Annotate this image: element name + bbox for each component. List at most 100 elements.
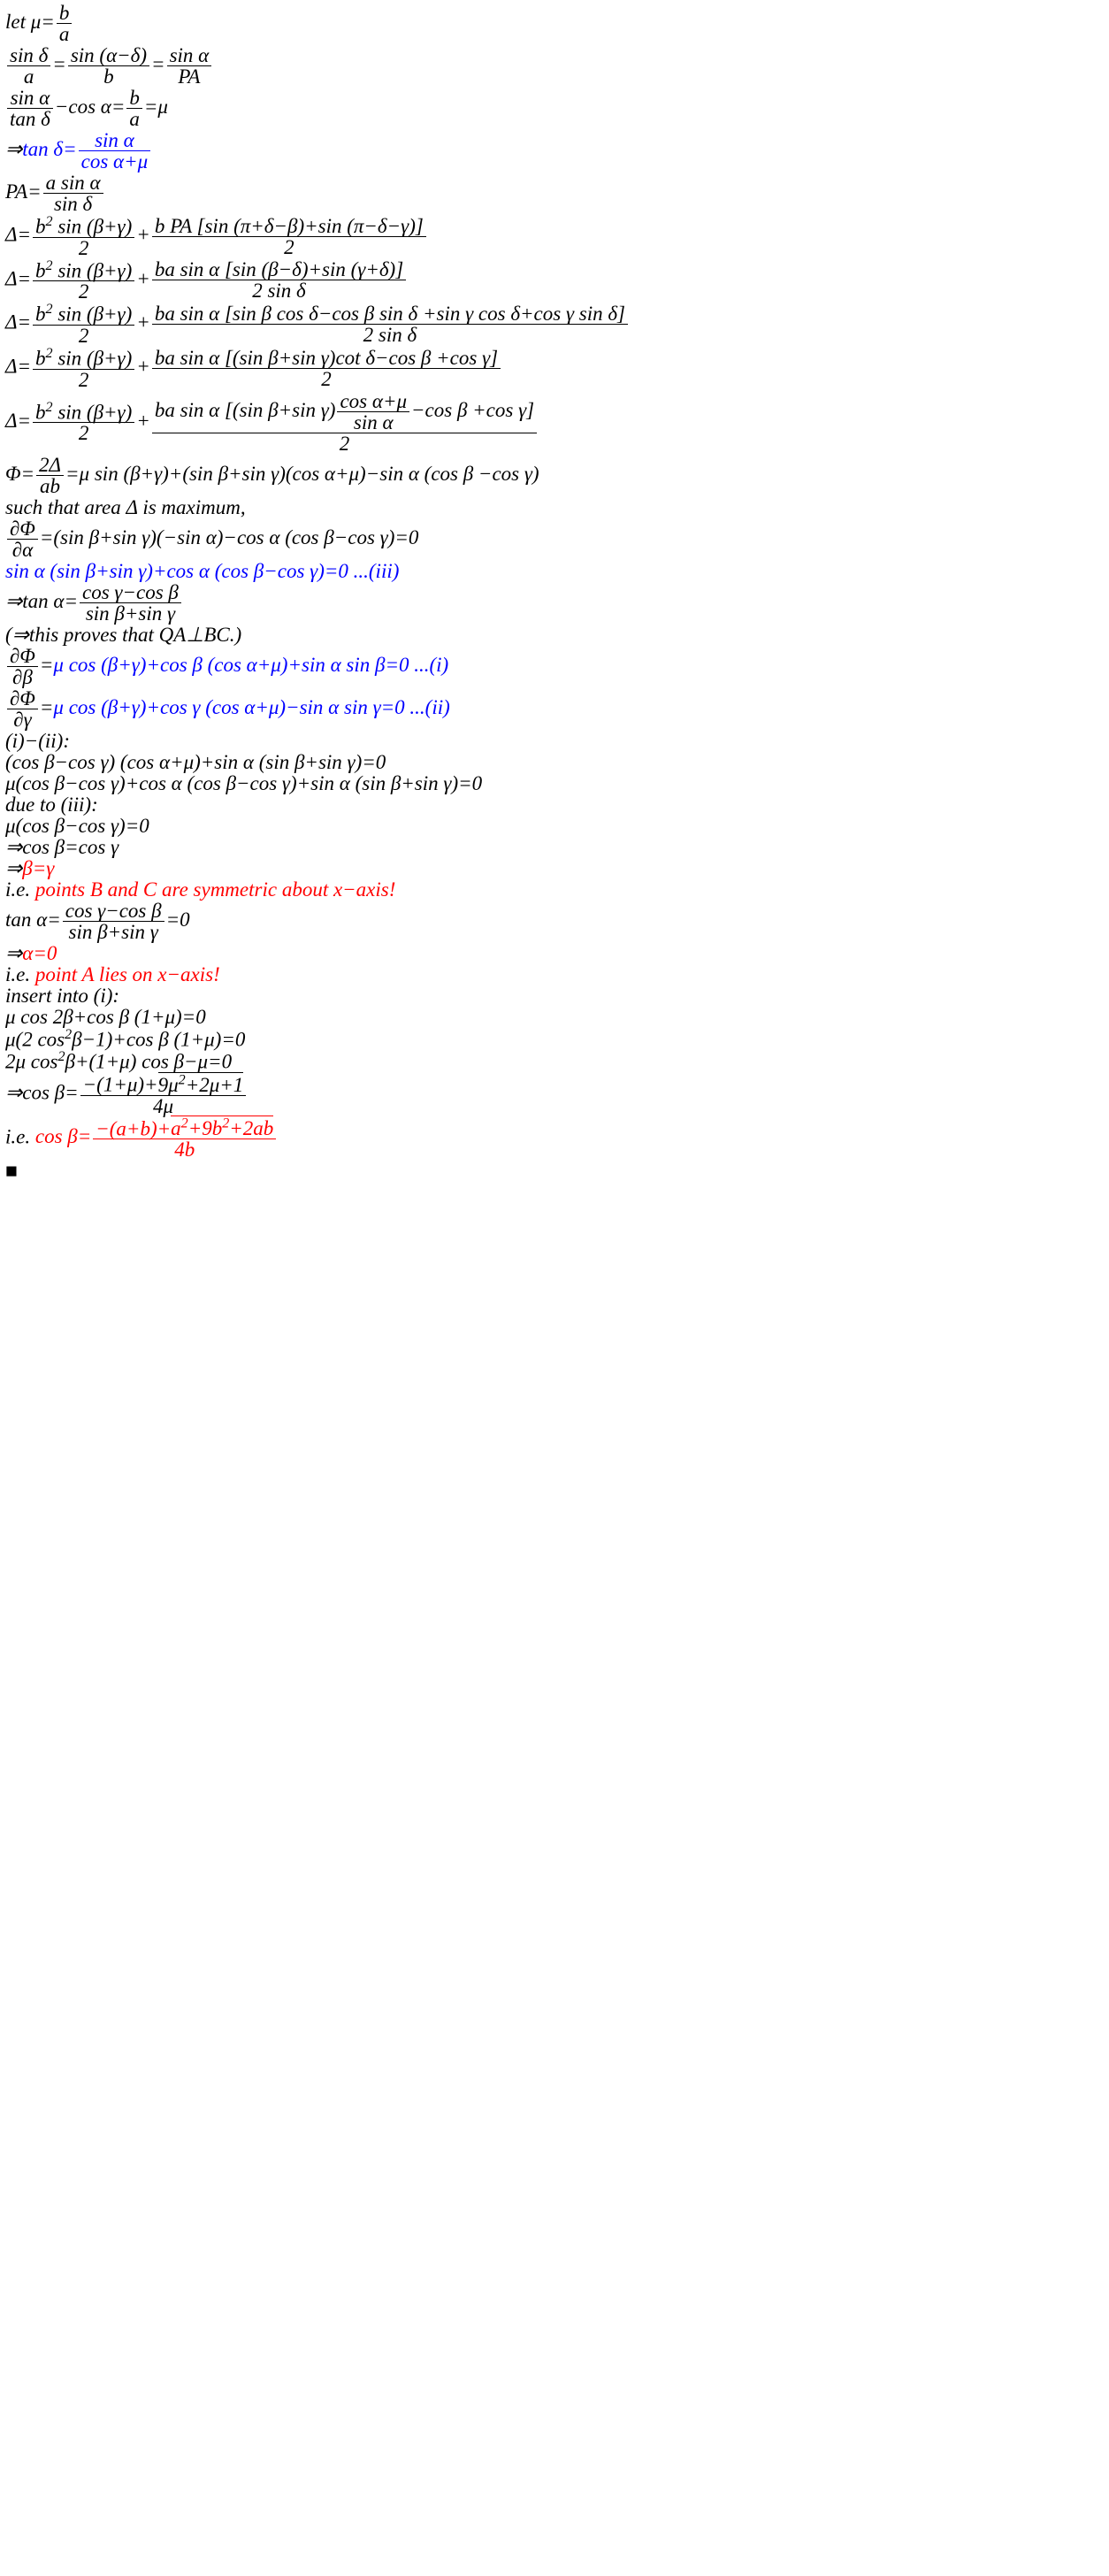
line-23: μ(cos β−cos γ)=0: [5, 816, 1109, 836]
qed-icon: ■: [5, 1160, 18, 1182]
line-35: i.e. cos β=−(a+b)+a2+9b2+2ab4b: [5, 1117, 1109, 1161]
blue-text: tan δ=sin αcos α+μ: [22, 138, 152, 160]
line-20: (cos β−cos γ) (cos α+μ)+sin α (sin β+sin…: [5, 752, 1109, 772]
text: β−1)+cos β (1+μ)=0: [72, 1028, 245, 1050]
text: Δ=: [5, 311, 31, 334]
inner-frac: cos α+μsin α: [337, 391, 409, 433]
sup: 2: [57, 1049, 65, 1064]
text: Δ=: [5, 409, 31, 431]
frac: ba sin α [sin (β−δ)+sin (γ+δ)]2 sin δ: [152, 259, 406, 301]
line-16: (⇒this proves that QA⊥BC.): [5, 625, 1109, 645]
text: =μ: [144, 96, 168, 118]
plus: +: [136, 409, 150, 431]
line-19: (i)−(ii):: [5, 731, 1109, 751]
frac: ba sin α [sin β cos δ−cos β sin δ +sin γ…: [152, 303, 628, 345]
sup: 2: [65, 1027, 72, 1042]
text: (cos β−cos γ) (cos α+μ)+sin α (sin β+sin…: [5, 751, 386, 773]
frac: −(1+μ)+9μ2+2μ+14μ: [80, 1073, 247, 1116]
red-text: α=0: [22, 942, 57, 964]
line-3: sin αtan δ−cos α=ba=μ: [5, 88, 1109, 129]
eq: =: [151, 53, 165, 75]
line-5: PA=a sin αsin δ: [5, 172, 1109, 214]
line-34: ⇒cos β=−(1+μ)+9μ2+2μ+14μ: [5, 1073, 1109, 1116]
text: μ cos 2β+cos β (1+μ)=0: [5, 1006, 206, 1028]
line-29: i.e. point A lies on x−axis!: [5, 964, 1109, 985]
text: ⇒cos β=: [5, 1082, 79, 1104]
frac: sin αcos α+μ: [79, 130, 151, 172]
line-24: ⇒cos β=cos γ: [5, 837, 1109, 857]
line-36: ■: [5, 1161, 1109, 1181]
frac: b2 sin (β+γ)2: [33, 401, 134, 444]
arrow: ⇒: [5, 857, 22, 879]
line-9: Δ=b2 sin (β+γ)2+ba sin α [(sin β+sin γ)c…: [5, 347, 1109, 390]
frac: b2 sin (β+γ)2: [33, 347, 134, 390]
frac: 2Δab: [36, 455, 64, 496]
plus: +: [136, 267, 150, 289]
text: −cos α=: [55, 96, 126, 118]
text: Φ=: [5, 462, 34, 484]
frac: ∂Φ∂α: [7, 518, 38, 560]
text: (⇒this proves that QA⊥BC.): [5, 624, 241, 646]
text: PA=: [5, 180, 42, 203]
frac: sin δa: [7, 45, 50, 87]
frac: cos γ−cos βsin β+sin γ: [80, 582, 181, 624]
line-26: i.e. points B and C are symmetric about …: [5, 879, 1109, 900]
frac: sin (α−δ)b: [68, 45, 149, 87]
text: =μ sin (β+γ)+(sin β+sin γ)(cos α+μ)−sin …: [65, 462, 539, 484]
red-text: point A lies on x−axis!: [35, 963, 220, 985]
frac: ba sin α [(sin β+sin γ)cot δ−cos β +cos …: [152, 348, 501, 389]
frac: sin αPA: [167, 45, 212, 87]
frac: ba: [57, 3, 73, 44]
frac: ∂Φ∂γ: [7, 688, 38, 730]
text: =(sin β+sin γ)(−sin α)−cos α (cos β−cos …: [40, 525, 419, 548]
frac: ba sin α [(sin β+sin γ)cos α+μsin α−cos …: [152, 391, 537, 454]
line-12: such that area Δ is maximum,: [5, 497, 1109, 518]
frac: b2 sin (β+γ)2: [33, 259, 134, 303]
line-11: Φ=2Δab=μ sin (β+γ)+(sin β+sin γ)(cos α+μ…: [5, 455, 1109, 496]
plus: +: [136, 356, 150, 378]
line-18: ∂Φ∂γ=μ cos (β+γ)+cos γ (cos α+μ)−sin α s…: [5, 688, 1109, 730]
line-25: ⇒β=γ: [5, 858, 1109, 878]
red-text: cos β=−(a+b)+a2+9b2+2ab4b: [35, 1125, 278, 1147]
frac: b PA [sin (π+δ−β)+sin (π−δ−γ)]2: [152, 216, 426, 257]
line-32: μ(2 cos2β−1)+cos β (1+μ)=0: [5, 1028, 1109, 1050]
plus: +: [136, 224, 150, 246]
frac: b2 sin (β+γ)2: [33, 303, 134, 346]
line-8: Δ=b2 sin (β+γ)2+ba sin α [sin β cos δ−co…: [5, 303, 1109, 346]
text: Δ=: [5, 267, 31, 289]
line-22: due to (iii):: [5, 794, 1109, 815]
line-27: tan α=cos γ−cos βsin β+sin γ=0: [5, 901, 1109, 942]
line-2: sin δa=sin (α−δ)b=sin αPA: [5, 45, 1109, 87]
text: due to (iii):: [5, 794, 98, 816]
eq: =: [40, 653, 54, 675]
text: μ(cos β−cos γ)+cos α (cos β−cos γ)+sin α…: [5, 772, 482, 794]
text: such that area Δ is maximum,: [5, 496, 246, 518]
red-text: β=γ: [22, 857, 54, 879]
arrow: ⇒: [5, 138, 22, 160]
line-21: μ(cos β−cos γ)+cos α (cos β−cos γ)+sin α…: [5, 773, 1109, 794]
text: sin α (sin β+sin γ)+cos α (cos β−cos γ)=…: [5, 560, 399, 582]
sqrt-content: a2+9b2+2ab: [171, 1116, 273, 1139]
line-7: Δ=b2 sin (β+γ)2+ba sin α [sin (β−δ)+sin …: [5, 259, 1109, 303]
line-13: ∂Φ∂α=(sin β+sin γ)(−sin α)−cos α (cos β−…: [5, 518, 1109, 560]
text: μ(2 cos: [5, 1028, 65, 1050]
line-28: ⇒α=0: [5, 943, 1109, 963]
text: Δ=: [5, 224, 31, 246]
line-15: ⇒tan α=cos γ−cos βsin β+sin γ: [5, 582, 1109, 624]
line-17: ∂Φ∂β=μ cos (β+γ)+cos β (cos α+μ)+sin α s…: [5, 646, 1109, 687]
text: tan α=: [5, 908, 61, 930]
arrow: ⇒: [5, 942, 22, 964]
text: i.e.: [5, 878, 35, 901]
line-33: 2μ cos2β+(1+μ) cos β−μ=0: [5, 1050, 1109, 1072]
text: let μ=: [5, 11, 55, 33]
red-text: points B and C are symmetric about x−axi…: [35, 878, 396, 901]
frac: ba: [126, 88, 142, 129]
text: i.e.: [5, 963, 35, 985]
text: μ(cos β−cos γ)=0: [5, 815, 149, 837]
line-30: insert into (i):: [5, 985, 1109, 1006]
line-10: Δ=b2 sin (β+γ)2+ba sin α [(sin β+sin γ)c…: [5, 391, 1109, 454]
text: β+(1+μ) cos β−μ=0: [65, 1051, 233, 1073]
blue-text: μ cos (β+γ)+cos γ (cos α+μ)−sin α sin γ=…: [53, 695, 449, 717]
text: 2μ cos: [5, 1051, 57, 1073]
frac: a sin αsin δ: [43, 172, 103, 214]
